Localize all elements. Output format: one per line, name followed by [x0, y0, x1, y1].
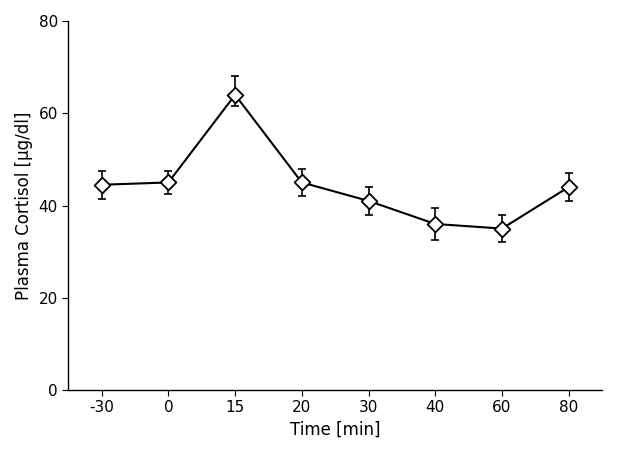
Point	[297, 179, 307, 186]
Point	[497, 225, 507, 232]
X-axis label: Time [min]: Time [min]	[290, 421, 381, 439]
Point	[430, 220, 440, 227]
Point	[363, 197, 373, 205]
Point	[230, 91, 240, 99]
Point	[164, 179, 173, 186]
Point	[564, 183, 574, 191]
Point	[97, 181, 107, 188]
Y-axis label: Plasma Cortisol [µg/dl]: Plasma Cortisol [µg/dl]	[15, 111, 33, 300]
